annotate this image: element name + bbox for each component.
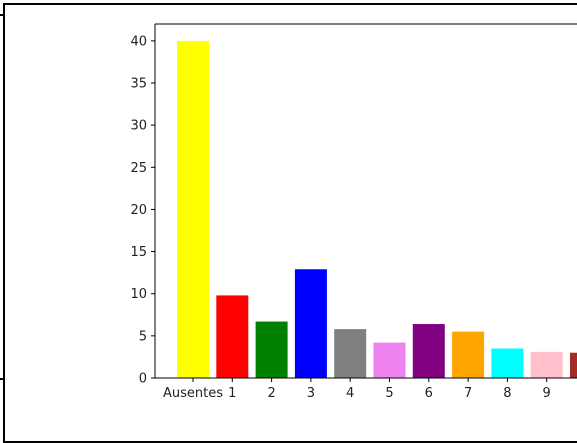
x-tick-label: 5 (385, 386, 393, 401)
bar-2 (255, 321, 288, 378)
bar-3 (294, 269, 327, 378)
y-tick-label: 20 (130, 203, 147, 218)
x-tick-label: 2 (267, 386, 275, 401)
left-divider-mark (0, 378, 3, 380)
x-tick-label: 6 (425, 386, 433, 401)
y-tick-label: 5 (139, 329, 147, 344)
bar-5 (373, 342, 406, 378)
bar-7 (452, 331, 485, 378)
x-tick-label: 7 (464, 386, 472, 401)
y-tick-label: 10 (130, 287, 147, 302)
bar-8 (491, 348, 524, 378)
bar-1 (216, 295, 249, 378)
x-tick-label: 8 (503, 386, 511, 401)
plot-area: 0510152025303540Ausentes12345678910 (130, 23, 577, 401)
x-tick-label: Ausentes (163, 386, 223, 401)
x-tick-label: 3 (307, 386, 315, 401)
y-tick-label: 30 (130, 119, 147, 134)
y-tick-label: 35 (130, 77, 147, 92)
y-tick-label: 40 (130, 34, 147, 49)
y-tick-label: 0 (139, 372, 147, 387)
bar-6 (412, 324, 445, 378)
bar-9 (530, 351, 563, 378)
bar-ausentes (177, 40, 209, 378)
x-tick-label: 9 (543, 386, 551, 401)
x-tick-label: 1 (228, 386, 236, 401)
left-divider-mark (0, 14, 3, 16)
bar-10 (570, 352, 577, 378)
y-tick-label: 25 (130, 161, 147, 176)
bar-4 (334, 329, 367, 378)
y-tick-label: 15 (130, 245, 147, 260)
x-tick-label: 4 (346, 386, 354, 401)
